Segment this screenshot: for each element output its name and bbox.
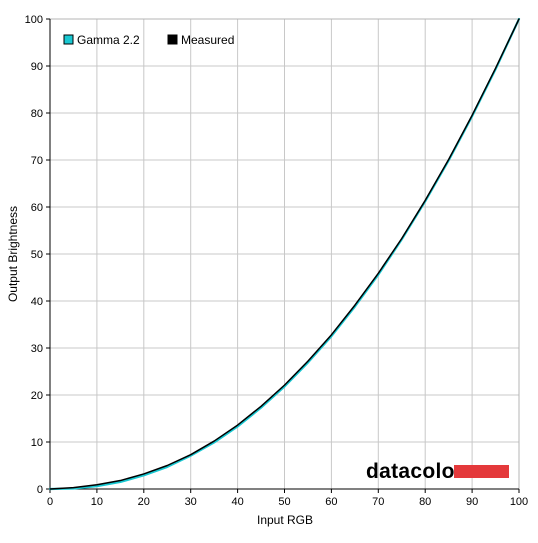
series-line-measured: [49, 18, 520, 490]
x-tick-label: 30: [185, 496, 197, 508]
x-tick-label: 10: [91, 496, 103, 508]
grid: [50, 19, 519, 489]
x-tick-label: 20: [138, 496, 150, 508]
legend-swatch-measured: [167, 34, 178, 45]
x-tick-label: 60: [325, 496, 337, 508]
x-tick-label: 100: [510, 496, 528, 508]
plot-frame: [46, 18, 520, 493]
legend: Gamma 2.2 Measured: [63, 33, 234, 47]
y-tick-label: 60: [31, 202, 43, 214]
x-tick-label: 70: [372, 496, 384, 508]
watermark-bar: [454, 465, 509, 478]
legend-label-measured: Measured: [181, 33, 234, 47]
legend-label-gamma-2-2: Gamma 2.2: [77, 33, 140, 47]
x-tick-label: 90: [466, 496, 478, 508]
y-tick-label: 30: [31, 343, 43, 355]
y-tick-label: 70: [31, 155, 43, 167]
y-tick-label: 0: [37, 484, 43, 496]
y-tick-label: 10: [31, 437, 43, 449]
watermark-logo: datacolor: [366, 460, 463, 483]
y-tick-label: 100: [25, 14, 43, 26]
x-tick-label: 0: [47, 496, 53, 508]
series-lines: [48, 17, 521, 491]
y-tick-label: 50: [31, 249, 43, 261]
x-tick-label: 50: [278, 496, 290, 508]
datacolor-watermark: datacolor: [366, 460, 509, 483]
y-tick-label: 90: [31, 61, 43, 73]
y-tick-label: 20: [31, 390, 43, 402]
axis-ticks: 0 10 20 30 40 50 60 70 80 90 100 0 10 20 30 40 50 60 70 80 9…: [25, 14, 529, 508]
x-tick-label: 80: [419, 496, 431, 508]
legend-swatch-gamma-2-2: [63, 34, 74, 45]
x-axis-title: Input RGB: [257, 513, 313, 527]
y-tick-label: 40: [31, 296, 43, 308]
y-tick-label: 80: [31, 108, 43, 120]
y-axis-title: Output Brightness: [6, 206, 20, 302]
x-tick-label: 40: [231, 496, 243, 508]
